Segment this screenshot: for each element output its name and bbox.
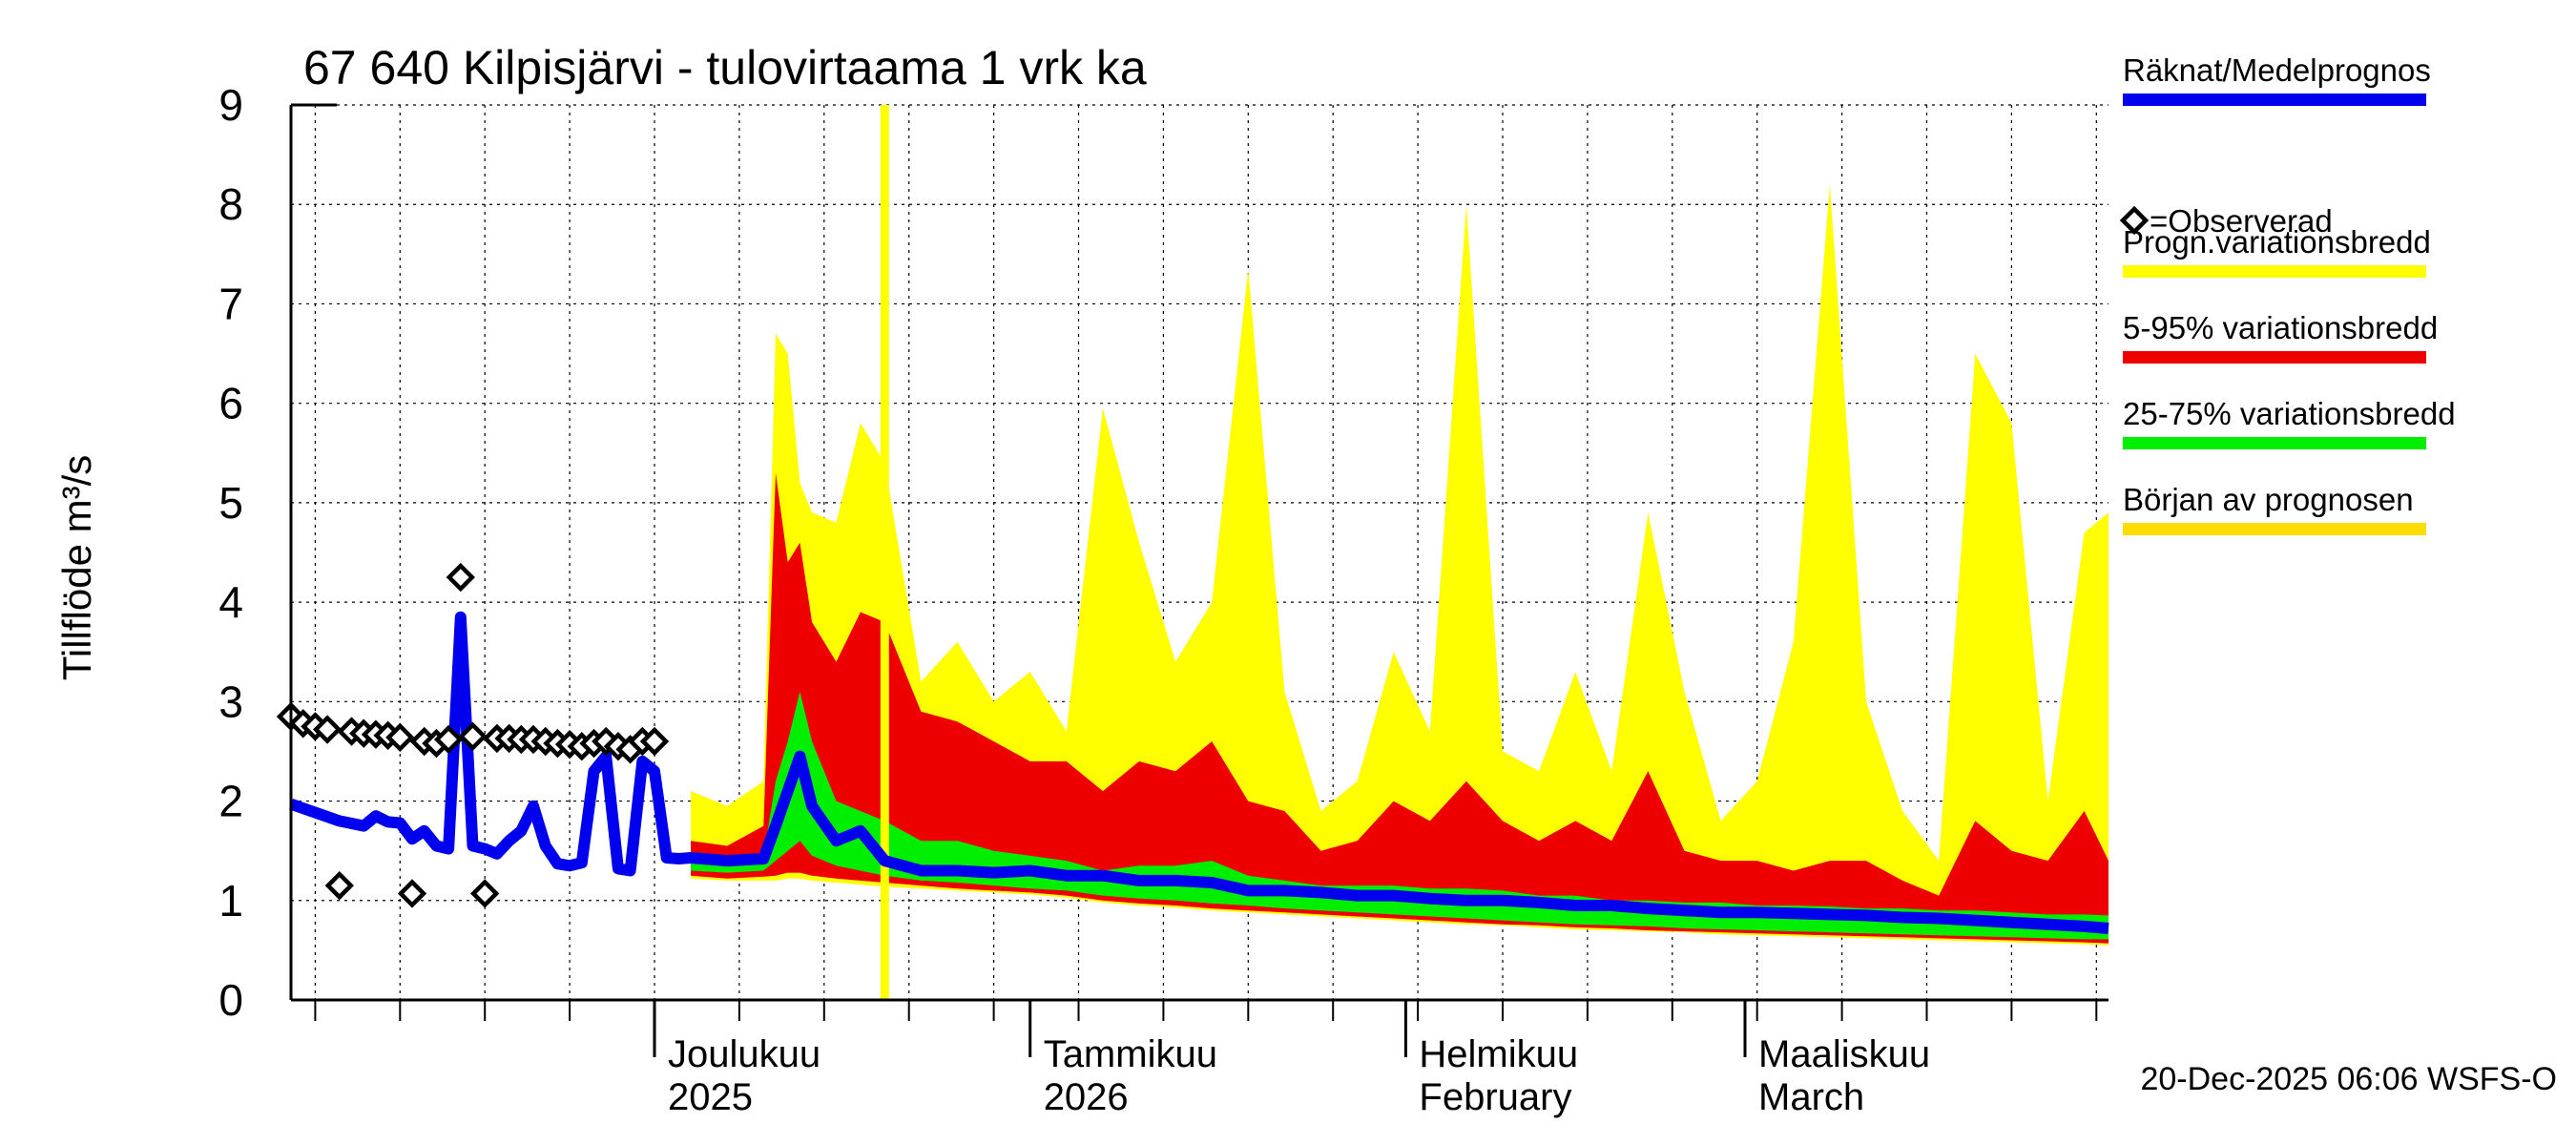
legend-label: 5-95% variationsbredd bbox=[2123, 310, 2438, 345]
y-tick-label: 5 bbox=[218, 478, 243, 528]
observed-point bbox=[385, 722, 415, 753]
band-5-95 bbox=[691, 472, 2109, 944]
mean-forecast-line bbox=[289, 611, 2109, 934]
y-tick-label: 9 bbox=[218, 80, 243, 130]
y-tick-label: 6 bbox=[218, 379, 243, 428]
observed-point bbox=[433, 724, 464, 755]
chart-title: 67 640 Kilpisjärvi - tulovirtaama 1 vrk … bbox=[303, 41, 1147, 94]
month-label-line2: 2026 bbox=[1044, 1076, 1129, 1118]
y-tick-label: 3 bbox=[218, 677, 243, 726]
y-tick-label: 7 bbox=[218, 279, 243, 328]
footer-timestamp: 20-Dec-2025 06:06 WSFS-O bbox=[2140, 1061, 2557, 1097]
legend-label: Början av prognosen bbox=[2123, 482, 2414, 517]
observed-point bbox=[639, 726, 670, 757]
month-label: Joulukuu bbox=[668, 1033, 821, 1075]
legend-label: Progn.variationsbredd bbox=[2123, 224, 2431, 260]
month-label: Maaliskuu bbox=[1758, 1033, 1930, 1075]
legend-label: 25-75% variationsbredd bbox=[2123, 396, 2456, 431]
observed-point bbox=[397, 879, 427, 908]
y-axis-label: Tillflöde m³/s bbox=[54, 455, 99, 680]
month-label: Helmikuu bbox=[1419, 1033, 1578, 1075]
observed-point bbox=[458, 721, 488, 751]
month-label-line2: 2025 bbox=[668, 1076, 753, 1118]
legend-label: Räknat/Medelprognos bbox=[2123, 52, 2431, 88]
observed-point bbox=[324, 870, 354, 901]
legend-swatch bbox=[2123, 437, 2426, 449]
month-label-line2: March bbox=[1758, 1076, 1864, 1118]
legend-swatch bbox=[2123, 351, 2426, 364]
legend-label: =Observerad bbox=[2150, 203, 2333, 239]
observed-point bbox=[470, 879, 500, 908]
month-label-line2: February bbox=[1419, 1076, 1571, 1118]
y-tick-label: 4 bbox=[218, 577, 243, 627]
legend: Räknat/Medelprognos =ObserveradProgn.vari… bbox=[2119, 52, 2456, 535]
legend-swatch bbox=[2123, 523, 2426, 535]
legend-swatch bbox=[2123, 265, 2426, 278]
observed-point bbox=[312, 715, 343, 744]
month-label: Tammikuu bbox=[1044, 1033, 1217, 1075]
forecast-range-band bbox=[691, 184, 2109, 946]
y-tick-label: 8 bbox=[218, 179, 243, 229]
observed-point bbox=[446, 562, 475, 593]
y-tick-label: 0 bbox=[218, 975, 243, 1025]
legend-swatch bbox=[2123, 94, 2426, 106]
y-tick-label: 1 bbox=[218, 876, 243, 926]
legend-observed-symbol bbox=[2119, 205, 2150, 236]
y-tick-label: 2 bbox=[218, 777, 243, 826]
